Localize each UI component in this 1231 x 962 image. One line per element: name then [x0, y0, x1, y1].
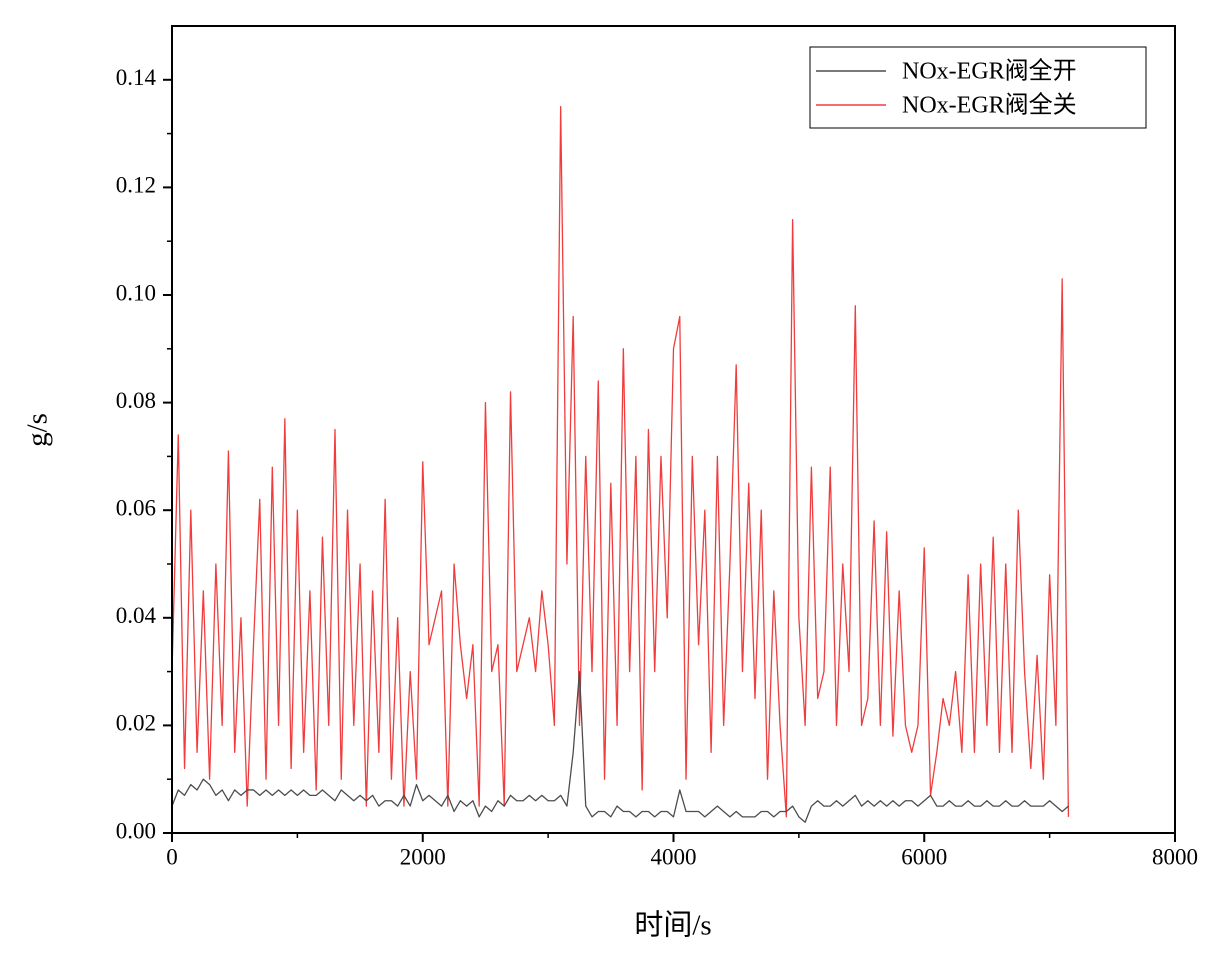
y-tick-label: 0.02 [116, 711, 156, 736]
legend-label: NOx-EGR阀全开 [902, 58, 1077, 85]
y-tick-label: 0.08 [116, 388, 156, 413]
y-tick-label: 0.14 [116, 65, 157, 90]
series-line [171, 670, 1069, 823]
legend-label: NOx-EGR阀全关 [902, 92, 1077, 119]
y-tick-label: 0.04 [116, 603, 157, 628]
y-axis-label: g/s [22, 413, 54, 447]
x-tick-label: 4000 [651, 844, 697, 869]
y-tick-label: 0.00 [116, 818, 156, 843]
x-tick-label: 0 [166, 844, 178, 869]
y-tick-label: 0.10 [116, 280, 156, 305]
x-tick-label: 6000 [901, 844, 947, 869]
y-tick-label: 0.12 [116, 173, 156, 198]
series-line [171, 106, 1070, 818]
x-tick-label: 8000 [1152, 844, 1198, 869]
plot-frame [171, 25, 1176, 834]
y-tick-label: 0.06 [116, 495, 156, 520]
x-tick-label: 2000 [400, 844, 446, 869]
x-axis-label: 时间/s [634, 909, 711, 942]
legend-box [809, 46, 1147, 129]
